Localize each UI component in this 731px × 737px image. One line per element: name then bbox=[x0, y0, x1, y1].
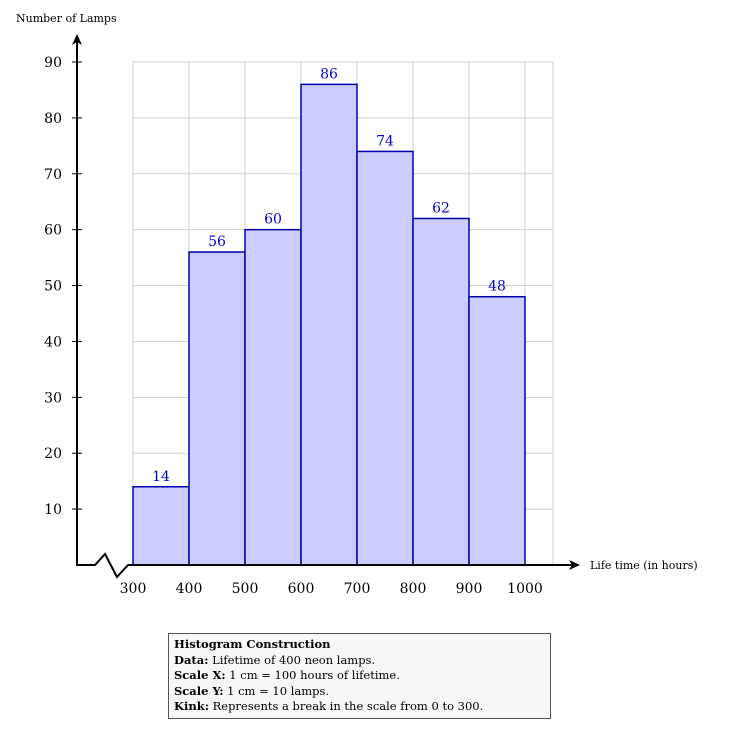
y-axis-label: Number of Lamps bbox=[16, 12, 117, 25]
data-labels: 14 56 60 86 74 62 48 bbox=[152, 66, 506, 484]
y-tick-label: 80 bbox=[44, 111, 62, 127]
y-tick-label: 50 bbox=[44, 279, 62, 295]
y-axis-arrow bbox=[72, 34, 82, 45]
axes bbox=[72, 34, 580, 579]
histogram-bar bbox=[188, 251, 246, 566]
histogram-bar bbox=[132, 486, 190, 566]
histogram-bar bbox=[412, 217, 470, 566]
info-box: Histogram Construction Data: Lifetime of… bbox=[168, 633, 551, 719]
y-tick-label: 10 bbox=[44, 502, 62, 518]
bar-value-label: 14 bbox=[152, 469, 170, 485]
bar-value-label: 56 bbox=[208, 234, 226, 250]
info-title: Histogram Construction bbox=[174, 637, 331, 651]
histogram-bar bbox=[244, 228, 302, 566]
x-tick-label: 700 bbox=[344, 581, 371, 597]
histogram-bar bbox=[468, 295, 526, 566]
y-tick-label: 60 bbox=[44, 223, 62, 239]
bar-value-label: 74 bbox=[376, 133, 394, 149]
x-tick-label: 900 bbox=[456, 581, 483, 597]
x-tick-label: 500 bbox=[232, 581, 259, 597]
x-tick-label: 1000 bbox=[507, 581, 543, 597]
histogram-chart: 10 20 30 40 50 60 70 80 90 300 400 500 600 700 800 900 1… bbox=[16, 12, 698, 597]
tick-labels: 10 20 30 40 50 60 70 80 90 300 400 500 600 700 800 900 1… bbox=[44, 55, 543, 597]
x-tick-label: 600 bbox=[288, 581, 315, 597]
info-line-data: Data: Lifetime of 400 neon lamps. bbox=[174, 652, 376, 667]
bar-value-label: 62 bbox=[432, 200, 450, 216]
histogram-bar bbox=[300, 83, 358, 566]
bar-value-label: 86 bbox=[320, 66, 338, 82]
info-line-kink: Kink: Represents a break in the scale fr… bbox=[174, 699, 484, 713]
y-tick-label: 70 bbox=[44, 167, 62, 183]
y-tick-label: 30 bbox=[44, 390, 62, 406]
y-tick-label: 90 bbox=[44, 55, 62, 71]
x-axis-with-kink bbox=[77, 552, 572, 579]
y-tick-label: 20 bbox=[44, 446, 62, 462]
histogram-bar bbox=[356, 150, 414, 566]
bar-value-label: 48 bbox=[488, 279, 506, 295]
info-line-scale-x: Scale X: 1 cm = 100 hours of lifetime. bbox=[174, 668, 400, 682]
info-line-scale-y: Scale Y: 1 cm = 10 lamps. bbox=[174, 683, 330, 698]
x-tick-label: 300 bbox=[120, 581, 147, 597]
x-tick-label: 400 bbox=[176, 581, 203, 597]
x-tick-label: 800 bbox=[400, 581, 427, 597]
bar-value-label: 60 bbox=[264, 212, 282, 228]
x-axis-arrow bbox=[569, 560, 580, 570]
y-tick-label: 40 bbox=[44, 334, 62, 350]
bars bbox=[132, 83, 526, 566]
x-axis-label: Life time (in hours) bbox=[590, 559, 698, 572]
